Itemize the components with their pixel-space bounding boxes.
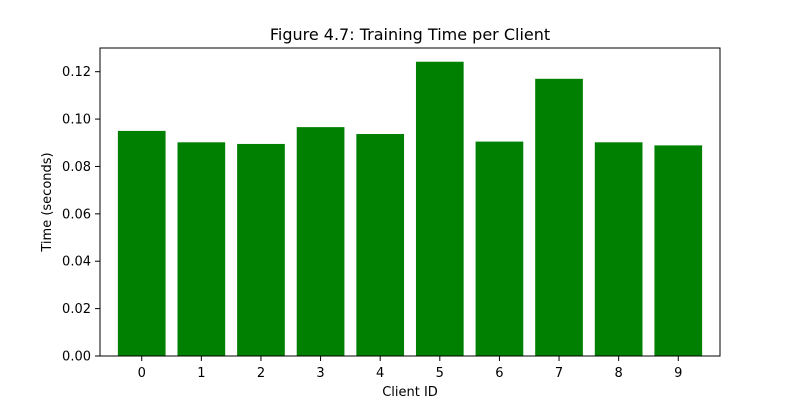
x-ticks-group: 0 1 2 3 4 5 6 7 8 9 bbox=[138, 356, 682, 381]
bar-client-7 bbox=[535, 78, 583, 357]
bar-client-4 bbox=[356, 134, 405, 356]
bar-client-5 bbox=[415, 61, 464, 357]
x-tick-label: 6 bbox=[495, 366, 503, 381]
x-tick-label: 1 bbox=[197, 366, 205, 381]
y-tick-label: 0.04 bbox=[62, 255, 91, 270]
y-tick-label: 0.06 bbox=[62, 207, 91, 222]
y-tick-label: 0.02 bbox=[62, 302, 91, 317]
y-axis-label: Time (seconds) bbox=[40, 152, 55, 252]
x-tick-label: 3 bbox=[316, 366, 324, 381]
x-tick-label: 7 bbox=[555, 366, 563, 381]
x-tick-label: 4 bbox=[376, 366, 384, 381]
x-axis-label: Client ID bbox=[382, 385, 438, 400]
chart-title: Figure 4.7: Training Time per Client bbox=[270, 25, 550, 44]
bars-group bbox=[117, 61, 703, 357]
bar-client-1 bbox=[177, 142, 226, 356]
x-tick-label: 5 bbox=[436, 366, 444, 381]
y-tick-label: 0.12 bbox=[62, 65, 91, 80]
x-tick-label: 8 bbox=[615, 366, 623, 381]
x-tick-label: 2 bbox=[257, 366, 265, 381]
bar-client-3 bbox=[296, 127, 345, 356]
bar-client-8 bbox=[594, 142, 643, 356]
bar-client-0 bbox=[117, 130, 166, 356]
x-tick-label: 0 bbox=[138, 366, 146, 381]
y-tick-label: 0.08 bbox=[62, 160, 91, 175]
x-tick-label: 9 bbox=[674, 366, 682, 381]
bar-client-9 bbox=[654, 145, 703, 356]
y-tick-label: 0.10 bbox=[62, 113, 91, 128]
plot-frame bbox=[99, 47, 721, 357]
bar-client-2 bbox=[237, 143, 285, 356]
bar-client-6 bbox=[475, 141, 524, 356]
y-tick-label: 0.00 bbox=[62, 350, 91, 365]
y-ticks-group: 0.00 0.02 0.04 0.06 0.08 0.10 0.12 bbox=[62, 65, 100, 365]
